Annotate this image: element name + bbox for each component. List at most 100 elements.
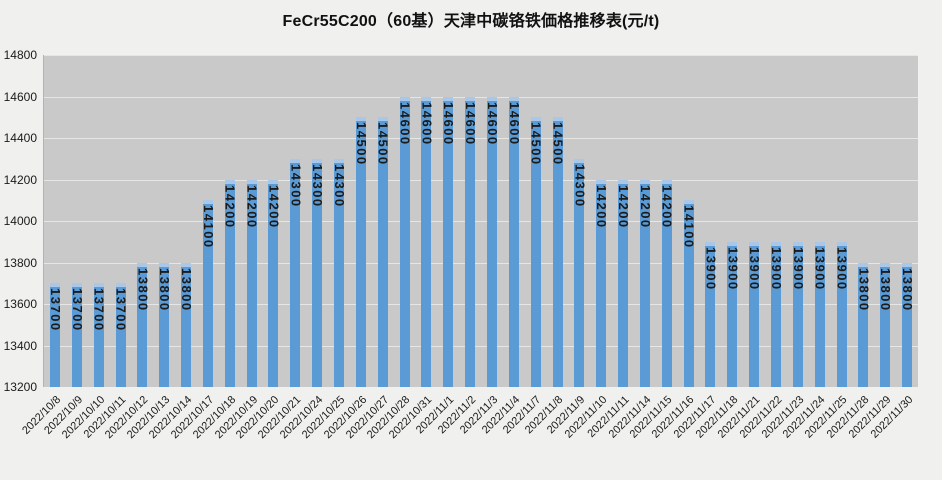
gridline [44,304,918,305]
bar-data-label: 14200 [616,184,631,229]
y-axis-tick-label: 14200 [3,172,37,187]
y-axis-tick-label: 13600 [3,297,37,311]
bar [836,241,847,387]
bar [49,283,60,387]
bar-data-label: 14100 [200,205,216,249]
bar-data-label: 14600 [441,101,457,146]
y-axis-tick-label: 13400 [3,338,37,353]
bar [771,241,781,387]
gridline [44,345,918,347]
bar-data-label: 14600 [506,101,522,146]
chart-title: FeCr55C200（60基）天津中碳铬铁価格推移表(元/t) [282,13,660,30]
bar-data-label: 14200 [637,184,653,229]
bar-data-label: 13700 [47,288,63,332]
bar [71,283,82,387]
bar-data-label: 13700 [91,288,107,332]
bar-data-label: 14600 [484,101,500,146]
bar-data-label: 13900 [703,246,719,291]
y-axis-tick-label: 13200 [3,380,37,394]
bar [596,179,607,387]
bar-data-label: 14200 [266,184,282,229]
bar-data-label: 13800 [179,267,194,312]
bar-data-label: 13800 [900,267,916,312]
bar [224,179,235,387]
bar [902,262,913,387]
bar-data-label: 13800 [856,267,872,312]
bar [792,241,803,387]
bar [159,262,170,387]
bar [858,262,869,387]
gridline [44,96,918,98]
bar-data-label: 14300 [310,163,326,208]
bar [268,179,279,387]
bar-data-label: 14200 [659,184,675,229]
bar-data-label: 14600 [397,101,413,146]
plot-area: 13700 13700 13700 13700 13800 13800 13800 14100… [43,55,918,387]
bar [749,241,760,387]
bar [880,262,891,387]
bar-data-label: 13700 [113,288,129,332]
bar [377,117,388,387]
bar-data-label: 13800 [878,267,894,312]
bar-data-label: 14200 [594,184,610,229]
bar-data-label: 13800 [135,267,151,312]
bar [661,179,672,387]
bar-data-label: 14200 [244,184,260,229]
bar-data-label: 13800 [157,267,173,312]
bar-data-label: 14200 [222,184,238,229]
bar-data-label: 14300 [332,163,347,208]
bar-data-label: 14100 [681,205,697,249]
x-axis: 2022/10/8 2022/10/9 2022/10/10 2022/10/11 20… [20,392,917,480]
bar [202,200,213,387]
bar [814,241,825,387]
bar [137,262,148,387]
bar-data-label: 14500 [353,122,369,166]
bar [115,283,126,387]
bar-data-label: 13900 [834,246,850,291]
bar [181,262,191,387]
bar-data-label: 14500 [375,122,391,166]
bar-data-label: 14500 [528,122,544,166]
bar [639,179,650,387]
bar-data-label: 14500 [550,122,566,166]
y-axis: 13200 13400 13600 13800 14000 14200 14400 14600… [0,48,37,394]
gridline [44,55,918,56]
bar [355,117,366,387]
bar-data-label: 13700 [69,288,85,332]
bar-data-label: 13900 [747,246,763,291]
bar [443,96,454,387]
bar [552,117,563,387]
bar [93,283,104,387]
bar [246,179,257,387]
bar [312,158,323,387]
y-axis-tick-label: 14600 [3,89,37,104]
bar-data-label: 13900 [725,246,741,291]
bar [618,179,628,387]
y-axis-tick-label: 14800 [3,48,37,62]
bar [465,96,476,387]
bar [421,96,432,387]
bar-data-label: 14600 [419,101,435,146]
bar [727,241,738,387]
y-axis-tick-label: 14000 [3,214,37,228]
bar [290,158,301,387]
bar [530,117,541,387]
bar-data-label: 14300 [572,163,588,208]
y-axis-tick-label: 14400 [3,131,37,145]
gridline [44,179,918,181]
bar-data-label: 13900 [769,246,784,291]
bar-data-label: 13900 [812,246,828,291]
bar [683,200,694,387]
bar [399,96,410,387]
gridline [44,138,918,139]
bar [508,96,519,387]
bar [705,241,716,387]
bar-data-label: 14600 [463,101,479,146]
bar-data-label: 13900 [790,246,806,291]
gridline [44,221,918,222]
bar [334,158,344,387]
bar [486,96,497,387]
gridline [44,262,918,264]
y-axis-tick-label: 13800 [3,255,37,270]
bar-data-label: 14300 [288,163,304,208]
